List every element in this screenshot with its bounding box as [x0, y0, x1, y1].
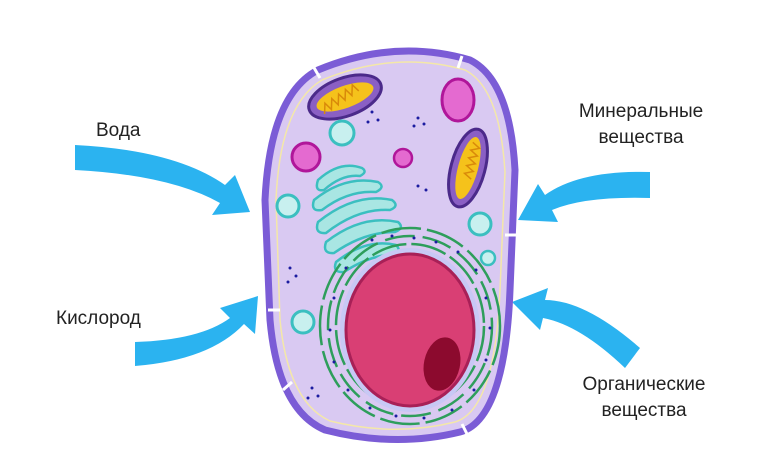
- label-oxygen: Кислород: [56, 306, 141, 332]
- vacuole-pink-large: [442, 79, 474, 121]
- label-minerals-line2: вещества: [556, 125, 726, 151]
- label-minerals-line1: Минеральные: [556, 99, 726, 125]
- vacuole-pink-small: [394, 149, 412, 167]
- plant-cell: [265, 51, 517, 439]
- label-organic-line1: Органические: [556, 372, 732, 398]
- nucleus: [340, 248, 480, 412]
- arrow-water: [75, 145, 250, 215]
- arrow-oxygen: [135, 296, 258, 366]
- label-water: Вода: [96, 118, 140, 144]
- arrow-organic: [512, 288, 640, 368]
- label-organic-line2: вещества: [556, 398, 732, 424]
- vacuole-pink-medium: [292, 143, 320, 171]
- arrow-minerals: [518, 172, 650, 222]
- label-organic: Органические вещества: [556, 372, 732, 424]
- label-minerals: Минеральные вещества: [556, 99, 726, 151]
